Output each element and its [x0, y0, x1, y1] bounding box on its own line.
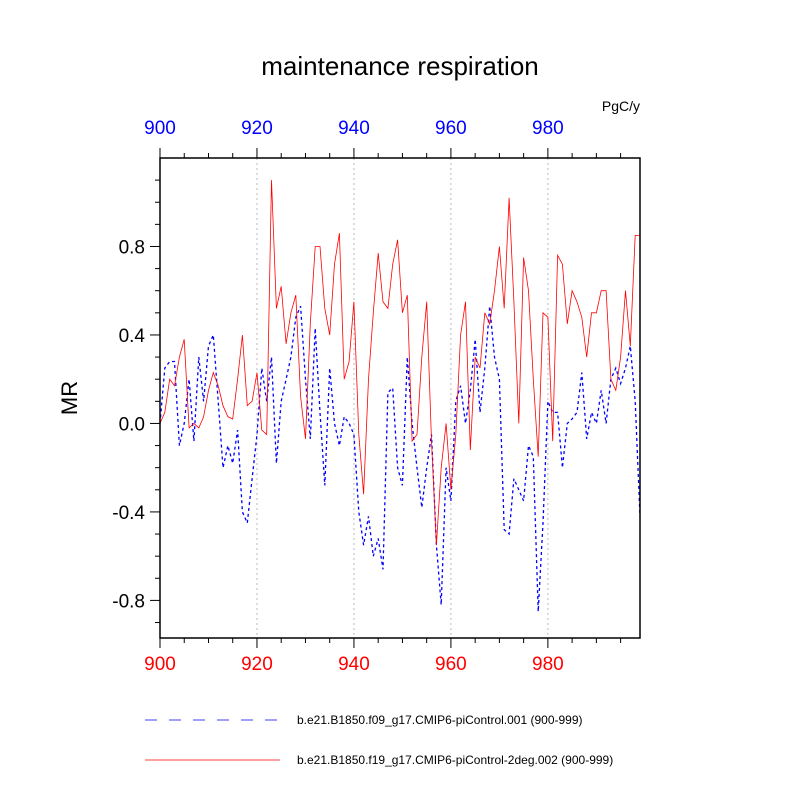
top-x-tick-label: 980 — [532, 118, 564, 139]
plot-frame — [159, 157, 641, 639]
y-tick-label: 0.4 — [119, 326, 146, 347]
bottom-x-tick-label: 940 — [338, 654, 370, 675]
legend-label-1: b.e21.B1850.f09_g17.CMIP6-piControl.001 … — [297, 713, 583, 727]
bottom-x-tick-label: 900 — [144, 654, 176, 675]
y-axis-label: MR — [57, 381, 82, 415]
top-x-tick-label: 940 — [338, 118, 370, 139]
bottom-x-tick-label: 980 — [532, 654, 564, 675]
units-label: PgC/y — [602, 98, 640, 114]
series-line-1 — [159, 305, 641, 612]
top-x-tick-label: 960 — [435, 118, 467, 139]
top-x-tick-label: 920 — [241, 118, 273, 139]
chart-title: maintenance respiration — [261, 51, 539, 81]
y-tick-label: -0.4 — [112, 503, 145, 524]
series-line-2 — [159, 180, 640, 546]
top-x-tick-label: 900 — [144, 118, 176, 139]
y-tick-label: -0.8 — [112, 591, 145, 612]
bottom-x-tick-label: 920 — [241, 654, 273, 675]
y-tick-label: 0.0 — [119, 414, 145, 435]
y-tick-label: 0.8 — [119, 237, 145, 258]
bottom-x-tick-label: 960 — [435, 654, 467, 675]
legend-label-2: b.e21.B1850.f19_g17.CMIP6-piControl-2deg… — [297, 753, 613, 767]
